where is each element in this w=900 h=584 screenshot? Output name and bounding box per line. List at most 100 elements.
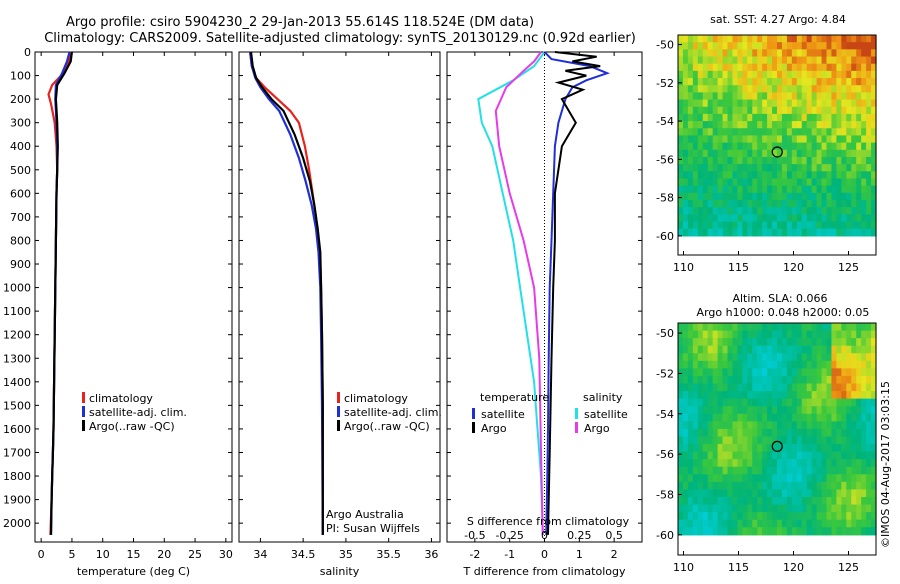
map-cell: [826, 35, 833, 43]
map-cell: [796, 323, 803, 332]
map-cell: [866, 398, 872, 407]
legend-label: satellite-adj. clim.: [344, 406, 442, 419]
map-cell: [727, 428, 734, 438]
map-cell: [682, 519, 689, 528]
map-cell: [682, 368, 689, 377]
map-cell: [747, 436, 753, 445]
map-cell: [816, 406, 823, 415]
map-cell: [727, 353, 734, 362]
map-cell: [742, 113, 748, 122]
map-cell: [692, 497, 699, 506]
map-cell: [752, 391, 758, 400]
map-cell: [678, 413, 684, 422]
map-cell: [781, 171, 788, 180]
map-cell: [777, 428, 783, 438]
map-cell: [767, 481, 773, 491]
map-cell: [781, 519, 788, 528]
map-cell: [772, 330, 778, 339]
map-cell: [757, 459, 763, 468]
map-cell: [791, 338, 798, 347]
map-cell: [702, 444, 709, 453]
map-cell: [732, 56, 738, 65]
map-cell: [732, 466, 738, 475]
map-cell: [841, 164, 847, 172]
map-cell: [806, 113, 813, 122]
map-cell: [747, 78, 753, 86]
map-cell: [752, 519, 758, 528]
map-cell: [717, 200, 724, 208]
map-cell: [791, 56, 798, 65]
map-cell: [856, 360, 862, 369]
map-cell: [772, 228, 778, 237]
map-cell: [781, 391, 788, 400]
map-cell: [861, 383, 867, 392]
map-cell: [732, 421, 738, 430]
map-cell: [712, 49, 719, 58]
map-cell: [678, 49, 684, 58]
map-cell: [841, 221, 847, 230]
map-cell: [816, 207, 823, 215]
map-cell: [861, 49, 867, 58]
float-info-line1: Argo Australia: [326, 508, 404, 521]
map-cell: [851, 221, 857, 230]
map-cell: [757, 56, 763, 65]
map-cell: [747, 106, 753, 115]
map-cell: [856, 466, 862, 475]
map-cell: [777, 451, 783, 460]
map-cell: [861, 185, 867, 194]
map-cell: [767, 368, 773, 377]
map-cell: [687, 78, 694, 86]
map-cell: [762, 135, 768, 144]
legend-swatch: [337, 406, 340, 417]
map-cell: [682, 504, 689, 513]
map-cell: [826, 345, 833, 354]
map-cell: [762, 474, 768, 483]
map-cell: [871, 398, 877, 407]
map-cell: [871, 330, 877, 339]
map-cell: [841, 428, 847, 438]
map-cell: [777, 444, 783, 453]
map-cell: [796, 489, 803, 498]
x-tick-label: 20: [157, 548, 171, 561]
map-cell: [742, 214, 748, 223]
map-cell: [786, 375, 793, 385]
map-cell: [821, 527, 828, 536]
map-cell: [826, 383, 833, 392]
map-cell: [836, 92, 842, 101]
map-cell: [786, 142, 793, 151]
map-cell: [801, 200, 808, 208]
map-cell: [722, 178, 729, 187]
map-cell: [816, 421, 823, 430]
map-cell: [836, 56, 842, 65]
map-cell: [772, 214, 778, 223]
map-cell: [772, 128, 778, 137]
map-cell: [712, 192, 719, 201]
map-cell: [786, 171, 793, 180]
map-cell: [871, 360, 877, 369]
map-cell: [871, 35, 877, 43]
map-cell: [781, 489, 788, 498]
map-cell: [717, 113, 724, 122]
x-tick-label-top: 0: [541, 529, 548, 542]
map-cell: [747, 504, 753, 513]
map-cell: [836, 398, 842, 407]
x-tick-label: 120: [783, 261, 804, 274]
map-cell: [697, 70, 704, 79]
map-cell: [762, 512, 768, 521]
map-cell: [851, 78, 857, 86]
map-cell: [806, 228, 813, 237]
map-cell: [737, 99, 743, 108]
map-cell: [866, 323, 872, 332]
map-cell: [737, 323, 743, 332]
map-cell: [702, 398, 709, 407]
map-cell: [851, 451, 857, 460]
map-cell: [702, 106, 709, 115]
map-cell: [702, 323, 709, 332]
map-cell: [861, 142, 867, 151]
map-cell: [777, 527, 783, 536]
map-cell: [742, 192, 748, 201]
map-cell: [727, 106, 734, 115]
map-cell: [826, 330, 833, 339]
map-cell: [697, 451, 704, 460]
map-cell: [826, 436, 833, 445]
